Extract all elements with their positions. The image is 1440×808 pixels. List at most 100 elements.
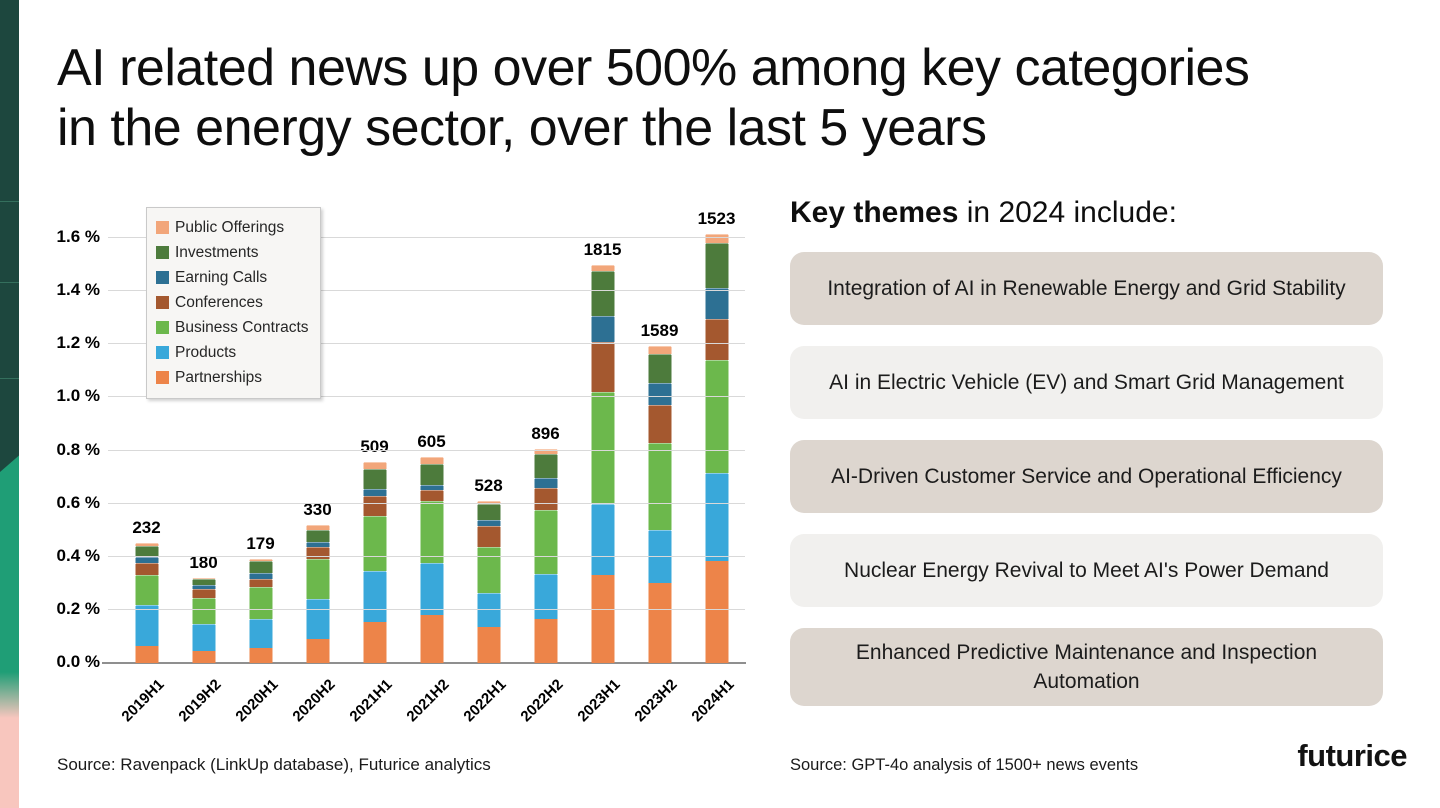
segment-business-contracts <box>591 392 614 504</box>
segment-partnerships <box>306 639 329 663</box>
segment-investments <box>363 469 386 490</box>
segment-partnerships <box>705 560 728 663</box>
segment-business-contracts <box>249 587 272 620</box>
y-tick-label: 1.2 % <box>56 333 100 353</box>
bar-2019H1 <box>135 543 158 663</box>
legend-label: Products <box>175 343 237 361</box>
bar-total-label: 1523 <box>697 209 736 229</box>
bar-slot-2022H1: 528 2022H1 <box>460 238 517 725</box>
segment-earning-calls <box>534 478 557 488</box>
segment-public-offerings <box>420 457 443 464</box>
decor-strip <box>0 0 19 808</box>
segment-products <box>420 563 443 616</box>
segment-conferences <box>249 579 272 588</box>
segment-investments <box>135 546 158 557</box>
theme-card-2: AI in Electric Vehicle (EV) and Smart Gr… <box>790 346 1383 419</box>
bar-slots: 232 2019H1 180 2019H2 179 2020H1 330 2020H2 509 2… <box>118 209 745 726</box>
segment-public-offerings <box>648 345 671 354</box>
x-axis-line <box>102 662 746 664</box>
legend-item-conferences: Conferences <box>156 290 309 315</box>
segment-products <box>648 530 671 584</box>
segment-investments <box>192 579 215 585</box>
legend-item-partnerships: Partnerships <box>156 365 309 390</box>
futurice-logo: futurice <box>1297 738 1407 773</box>
source-right: Source: GPT-4o analysis of 1500+ news ev… <box>790 756 1139 774</box>
segment-earning-calls <box>192 584 215 589</box>
bar-2022H1 <box>477 500 500 663</box>
legend-item-business-contracts: Business Contracts <box>156 315 309 340</box>
segment-earning-calls <box>705 288 728 320</box>
bar-2022H2 <box>534 449 557 663</box>
legend-item-investments: Investments <box>156 240 309 265</box>
segment-partnerships <box>249 648 272 663</box>
legend-swatch-icon <box>156 371 169 384</box>
x-tick-label: 2022H2 <box>517 676 567 726</box>
bar-slot-2022H2: 896 2022H2 <box>517 238 574 725</box>
legend-label: Earning Calls <box>175 268 268 286</box>
segment-public-offerings <box>306 524 329 531</box>
bar-total-label: 232 <box>132 518 161 538</box>
gridline-1.6% <box>108 237 745 238</box>
theme-card-text: AI in Electric Vehicle (EV) and Smart Gr… <box>829 371 1344 394</box>
bar-total-label: 180 <box>189 553 218 572</box>
segment-conferences <box>192 588 215 598</box>
gridline-1.4% <box>108 290 745 292</box>
x-tick-label: 2020H2 <box>289 676 339 726</box>
segment-products <box>477 592 500 628</box>
legend-swatch-icon <box>156 271 169 284</box>
segment-investments <box>591 271 614 317</box>
segment-conferences <box>363 495 386 516</box>
bar-total-label: 1815 <box>583 239 622 259</box>
bar-slot-2023H2: 1589 2023H2 <box>631 238 688 726</box>
segment-public-offerings <box>591 264 614 272</box>
segment-partnerships <box>477 627 500 663</box>
y-tick-label: 0.0 % <box>56 652 100 671</box>
page-title-line1: AI related news up over 500% among key c… <box>57 39 1250 97</box>
segment-investments <box>420 463 443 486</box>
x-tick-label: 2019H1 <box>118 676 168 726</box>
source-left: Source: Ravenpack (LinkUp database), Fut… <box>57 755 491 774</box>
x-tick-label: 2019H2 <box>175 676 225 726</box>
x-tick-label: 2022H1 <box>460 676 510 726</box>
bar-2024H1 <box>705 234 728 663</box>
legend-item-earning-calls: Earning Calls <box>156 265 309 290</box>
page-title: AI related news up over 500% among key c… <box>57 38 1397 158</box>
bar-slot-2021H1: 509 2021H1 <box>346 238 403 725</box>
legend-label: Conferences <box>175 293 263 311</box>
segment-earning-calls <box>591 316 614 342</box>
segment-partnerships <box>192 651 215 663</box>
segment-public-offerings <box>249 559 272 561</box>
bar-total-label: 179 <box>246 534 275 554</box>
bar-slot-2020H1: 179 2020H1 <box>232 238 289 725</box>
key-themes-heading: Key themes in 2024 include: <box>790 196 1177 230</box>
segment-partnerships <box>135 645 158 663</box>
bar-total-label: 330 <box>303 499 332 519</box>
segment-earning-calls <box>306 542 329 548</box>
segment-conferences <box>420 490 443 501</box>
bar-2023H1 <box>591 264 614 663</box>
legend-item-public-offerings: Public Offerings <box>156 215 309 240</box>
gridline-0.2% <box>108 608 745 610</box>
segment-investments <box>306 530 329 543</box>
gridline-1.2% <box>108 343 745 345</box>
bar-2020H1 <box>249 559 272 663</box>
bar-2021H1 <box>363 462 386 663</box>
segment-conferences <box>591 341 614 393</box>
decor-strip-seam <box>0 378 19 379</box>
segment-earning-calls <box>648 382 671 406</box>
legend-label: Public Offerings <box>175 218 285 236</box>
segment-conferences <box>534 487 557 511</box>
segment-investments <box>705 243 728 289</box>
segment-investments <box>534 454 557 479</box>
theme-card-text: Integration of AI in Renewable Energy an… <box>827 277 1346 300</box>
segment-business-contracts <box>135 575 158 605</box>
segment-earning-calls <box>420 485 443 491</box>
bar-2023H2 <box>648 345 671 663</box>
x-tick-label: 2023H2 <box>631 676 681 726</box>
bar-slot-2024H1: 1523 2024H1 <box>688 209 745 725</box>
decor-strip-seam <box>0 201 19 202</box>
stacked-bar-chart: 232 2019H1 180 2019H2 179 2020H1 330 2020H2 509 2… <box>50 200 764 760</box>
segment-investments <box>648 353 671 383</box>
theme-card-text: AI-Driven Customer Service and Operation… <box>831 465 1342 488</box>
segment-business-contracts <box>648 442 671 531</box>
